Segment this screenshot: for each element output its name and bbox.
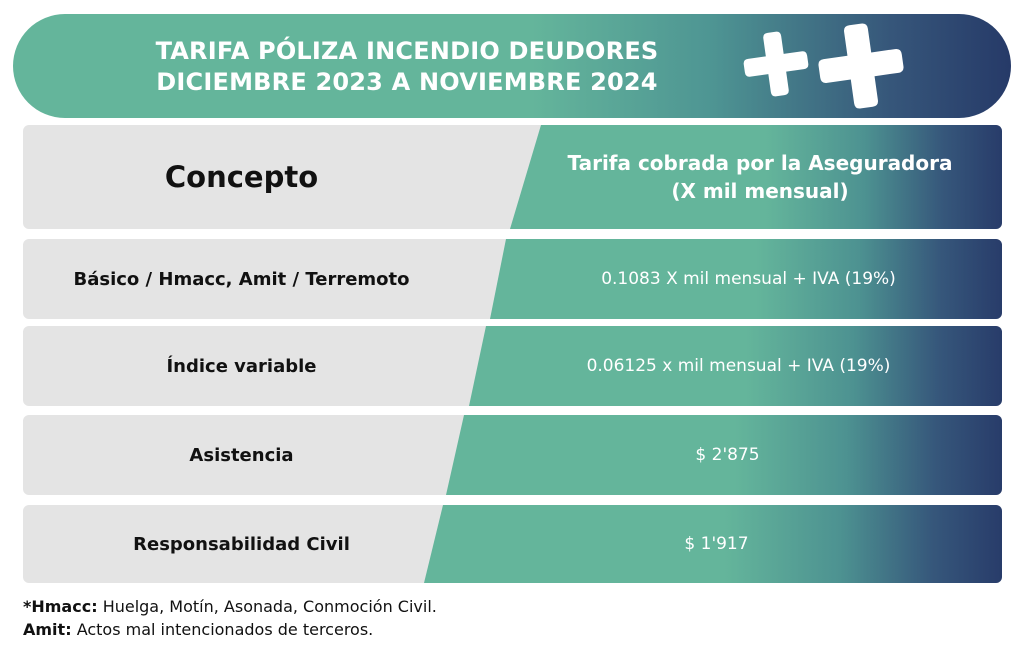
- concept-label: Responsabilidad Civil: [133, 533, 350, 555]
- table-row: Índice variable 0.06125 x mil mensual + …: [23, 326, 1002, 406]
- header-rate-line2: (X mil mensual): [671, 179, 849, 203]
- table-header-row: Concepto Tarifa cobrada por la Asegurado…: [23, 125, 1002, 229]
- rate-value: 0.1083 X mil mensual + IVA (19%): [601, 269, 896, 289]
- footnote-hmacc: *Hmacc: Huelga, Motín, Asonada, Conmoció…: [23, 597, 437, 616]
- plus-icon: [743, 31, 809, 97]
- table-row: Básico / Hmacc, Amit / Terremoto 0.1083 …: [23, 239, 1002, 319]
- rate-cell: [490, 239, 1002, 319]
- footnote-definition: Huelga, Motín, Asonada, Conmoción Civil.: [102, 597, 437, 616]
- footnote-term: *Hmacc:: [23, 597, 98, 616]
- footnote-definition: Actos mal intencionados de terceros.: [76, 620, 374, 639]
- rate-cell: [446, 415, 1002, 495]
- banner-title: TARIFA PÓLIZA INCENDIO DEUDORES DICIEMBR…: [13, 36, 801, 98]
- rate-value: $ 2'875: [695, 445, 760, 465]
- banner-title-line2: DICIEMBRE 2023 A NOVIEMBRE 2024: [156, 68, 658, 96]
- banner-title-line1: TARIFA PÓLIZA INCENDIO DEUDORES: [155, 37, 659, 65]
- concept-label: Asistencia: [189, 444, 294, 466]
- rate-cell: [469, 326, 1002, 406]
- header-rate-label: Tarifa cobrada por la Aseguradora (X mil…: [533, 125, 987, 229]
- header-concept-label: Concepto: [164, 160, 319, 194]
- rate-value: 0.06125 x mil mensual + IVA (19%): [586, 356, 891, 376]
- plus-icon: [818, 23, 904, 109]
- concept-label: Básico / Hmacc, Amit / Terremoto: [73, 268, 410, 290]
- header-rate-cell: [510, 125, 1002, 229]
- table-row: Asistencia $ 2'875: [23, 415, 1002, 495]
- title-banner: TARIFA PÓLIZA INCENDIO DEUDORES DICIEMBR…: [13, 14, 1011, 118]
- footnote-term: Amit:: [23, 620, 72, 639]
- rate-cell: [424, 505, 1002, 583]
- rate-value: $ 1'917: [684, 534, 749, 554]
- footnote-amit: Amit: Actos mal intencionados de tercero…: [23, 620, 373, 639]
- concept-label: Índice variable: [166, 355, 317, 377]
- table-row: Responsabilidad Civil $ 1'917: [23, 505, 1002, 583]
- header-rate-line1: Tarifa cobrada por la Aseguradora: [567, 151, 953, 175]
